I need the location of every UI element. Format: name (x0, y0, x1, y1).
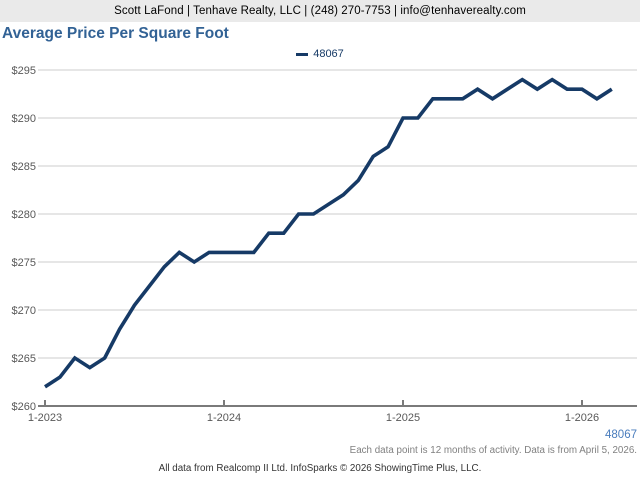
price-line-series (44, 77, 613, 389)
y-axis-label: $290 (12, 113, 36, 125)
x-axis-label: 1-2025 (386, 412, 420, 424)
zip-code-badge: 48067 (605, 429, 637, 441)
y-axis-label: $270 (12, 305, 36, 317)
attribution-footer: All data from Realcomp II Ltd. InfoSpark… (158, 463, 482, 474)
y-axis-label: $280 (12, 209, 36, 221)
x-axis-label: 1-2024 (207, 412, 241, 424)
legend-line-icon (296, 52, 309, 56)
y-axis-label: $275 (12, 257, 36, 269)
y-axis-label: $285 (12, 161, 36, 173)
chart-legend: 48067 (0, 47, 640, 61)
agent-contact-text: Scott LaFond | Tenhave Realty, LLC | (24… (114, 5, 526, 17)
x-axis-label: 1-2026 (565, 412, 599, 424)
data-note: Each data point is 12 months of activity… (349, 445, 637, 456)
x-axis-label: 1-2023 (28, 412, 62, 424)
header-bar: Scott LaFond | Tenhave Realty, LLC | (24… (0, 0, 640, 22)
legend-label: 48067 (313, 48, 344, 60)
page-title: Average Price Per Square Foot (2, 25, 229, 42)
y-axis-label: $260 (12, 401, 36, 413)
y-axis-label: $265 (12, 353, 36, 365)
y-axis-label: $295 (12, 65, 36, 77)
